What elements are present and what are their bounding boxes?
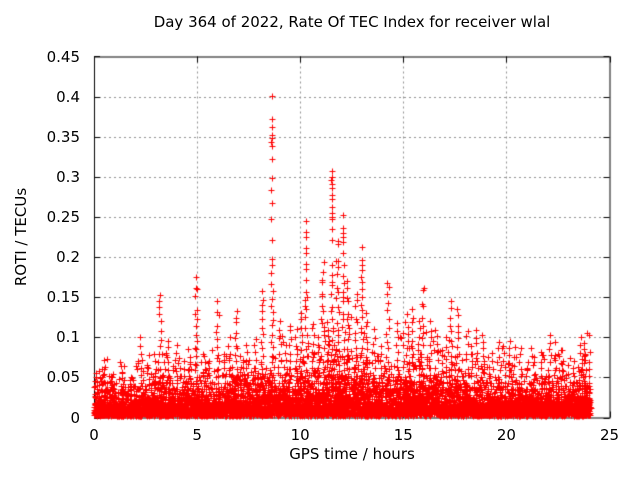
- chart-title: Day 364 of 2022, Rate Of TEC Index for r…: [153, 13, 551, 31]
- x-tick-label: 0: [89, 426, 99, 444]
- x-tick-label: 5: [192, 426, 202, 444]
- y-tick-label: 0.35: [46, 127, 80, 146]
- y-tick-label: 0.4: [56, 87, 80, 106]
- x-tick-label: 10: [290, 426, 310, 444]
- x-tick-label: 20: [496, 426, 516, 444]
- y-tick-label: 0.1: [56, 328, 80, 347]
- y-axis-label: ROTI / TECUs: [12, 187, 30, 287]
- y-tick-label: 0.25: [46, 207, 80, 226]
- x-axis-label: GPS time / hours: [289, 445, 415, 463]
- y-tick-label: 0.3: [56, 167, 80, 186]
- y-tick-label: 0: [70, 408, 80, 427]
- y-tick-label: 0.15: [46, 288, 80, 307]
- y-tick-label: 0.2: [56, 248, 80, 267]
- y-tick-label: 0.45: [46, 47, 80, 66]
- x-tick-label: 25: [599, 426, 620, 444]
- y-tick-label: 0.05: [46, 368, 80, 387]
- x-tick-label: 15: [393, 426, 413, 444]
